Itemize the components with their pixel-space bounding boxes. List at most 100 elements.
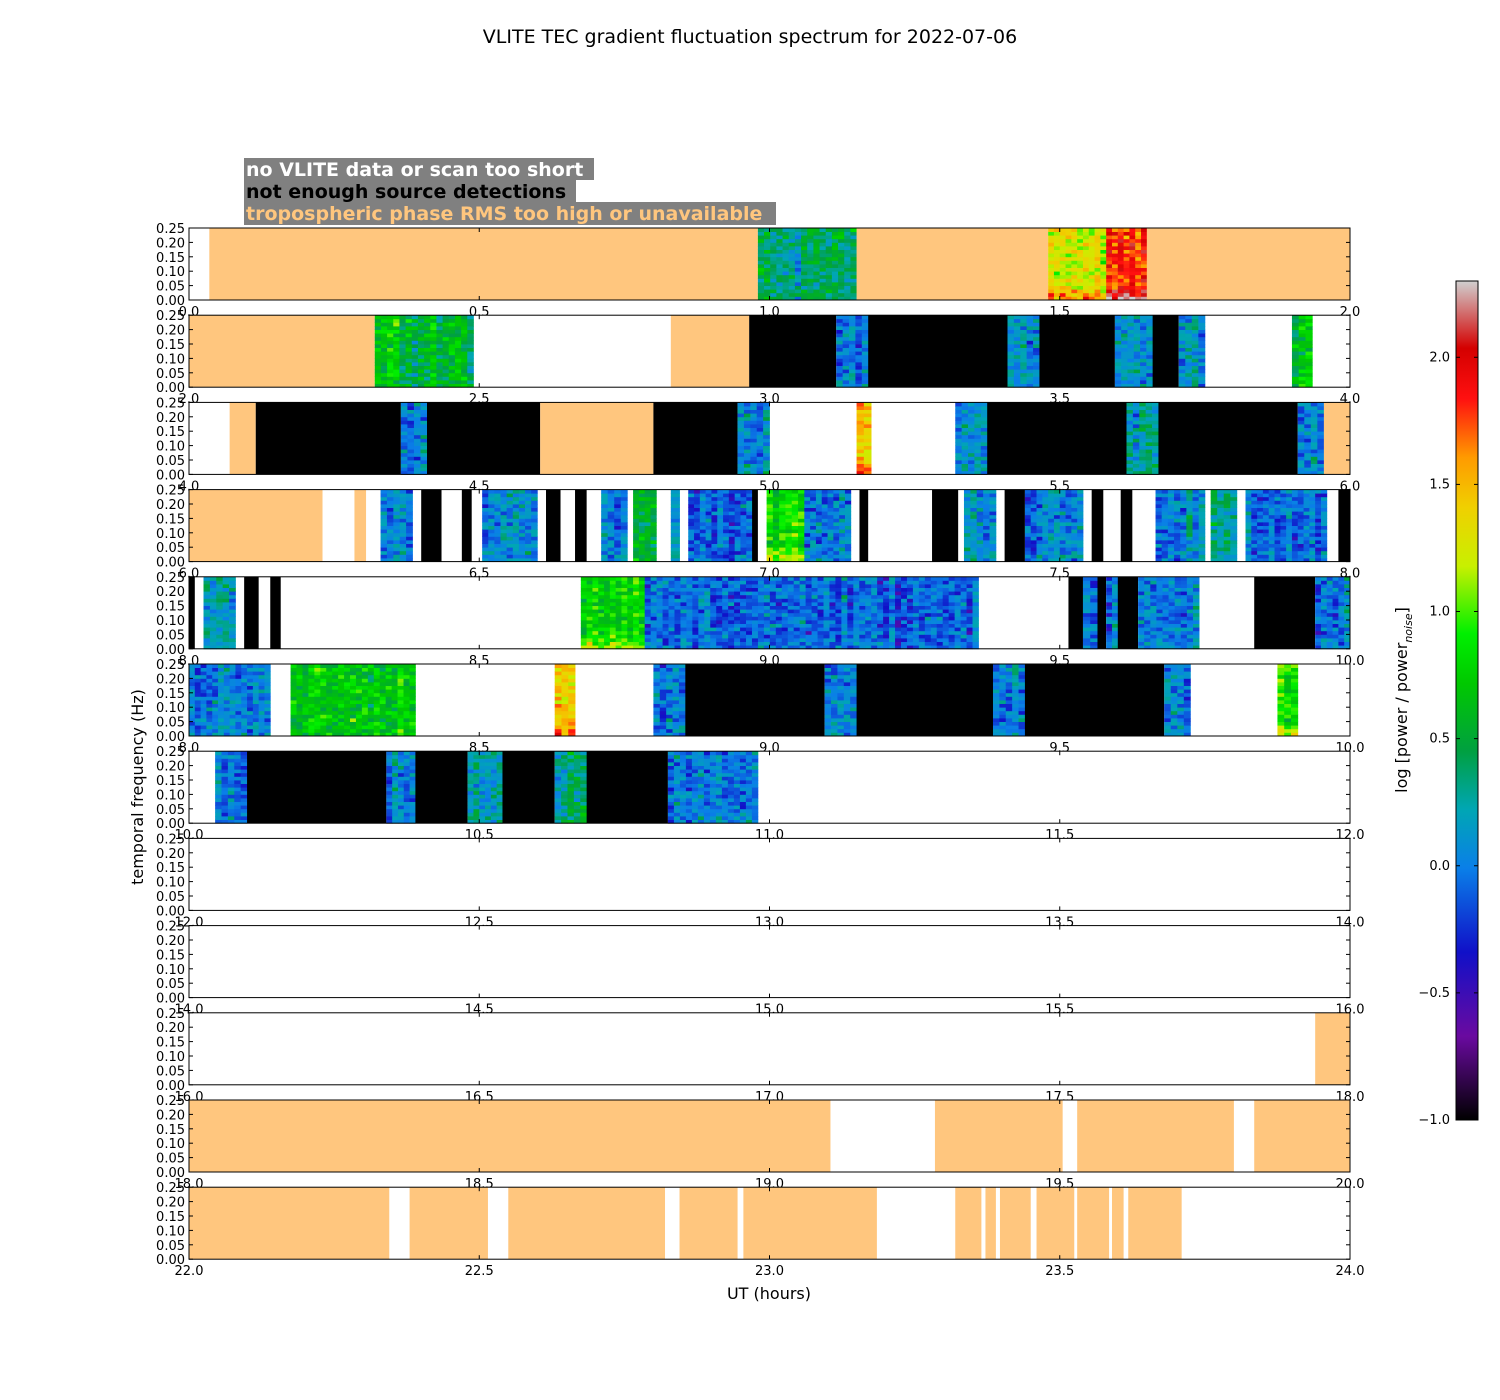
spectrum-cell (798, 532, 805, 537)
spectrum-cell (728, 507, 736, 512)
spectrum-cell (615, 630, 622, 635)
spectrum-cell (644, 598, 652, 603)
spectrum-cell (961, 449, 969, 454)
spectrum-cell (1133, 369, 1141, 374)
spectrum-cell (743, 427, 751, 432)
spectrum-cell (1320, 543, 1328, 548)
spectrum-segment (836, 315, 869, 388)
spectrum-cell (810, 536, 817, 541)
spectrum-cell (810, 558, 817, 562)
spectrum-cell (413, 456, 421, 461)
spectrum-cell (405, 336, 413, 341)
spectrum-cell (482, 514, 489, 519)
spectrum-cell (1059, 522, 1066, 526)
spectrum-cell (699, 558, 707, 562)
spectrum-cell (1114, 326, 1122, 330)
spectrum-cell (849, 358, 856, 363)
spectrum-cell (1291, 504, 1299, 508)
spectrum-cell (849, 315, 856, 320)
spectrum-cell (821, 507, 828, 512)
spectrum-cell (1139, 442, 1147, 446)
spectrum-cell (1145, 431, 1153, 436)
spectrum-cell (1167, 514, 1175, 519)
spectrum-cell (380, 554, 388, 559)
spectrum-cell (961, 416, 969, 421)
spectrum-cell (746, 576, 753, 581)
spectrum-cell (1274, 522, 1281, 526)
spectrum-cell (853, 623, 860, 628)
spectrum-cell (781, 576, 789, 581)
spectrum-cell (209, 616, 217, 621)
spectrum-cell (1251, 532, 1258, 537)
spectrum-cell (1167, 525, 1175, 530)
spectrum-cell (1297, 463, 1305, 468)
spectrum-cell (411, 333, 419, 338)
spectrum-cell (821, 514, 828, 519)
spectrum-cell (781, 591, 789, 596)
spectrum-cell (831, 278, 839, 283)
spectrum-cell (1155, 543, 1163, 548)
spectrum-cell (216, 620, 224, 624)
spectrum-cell (704, 616, 711, 621)
spectrum-cell (621, 587, 628, 592)
spectrum-cell (817, 602, 824, 606)
spectrum-cell (710, 623, 717, 628)
spectrum-cell (604, 576, 611, 581)
spectrum-cell (1297, 558, 1304, 562)
spectrum-cell (699, 540, 707, 544)
spectrum-cell (1174, 504, 1181, 508)
spectrum-cell (785, 532, 793, 537)
spectrum-cell (772, 540, 780, 544)
spectrum-cell (769, 630, 777, 635)
spectrum-cell (380, 547, 388, 552)
spectrum-cell (743, 434, 751, 439)
spectrum-cell (710, 620, 717, 624)
spectrum-cell (1320, 554, 1328, 559)
spectrum-cell (861, 376, 869, 381)
spectrum-cell (417, 318, 425, 323)
spectrum-cell (763, 605, 771, 610)
spectrum-cell (841, 616, 848, 621)
spectrum-cell (1126, 467, 1134, 472)
spectrum-cell (861, 372, 869, 377)
spectrum-cell (222, 634, 230, 639)
spectrum-cell (694, 558, 701, 562)
spectrum-cell (1042, 536, 1049, 541)
spectrum-cell (810, 525, 817, 530)
spectrum-cell (1126, 438, 1134, 443)
spectrum-cell (670, 518, 680, 523)
spectrum-cell (614, 554, 622, 559)
spectrum-cell (580, 620, 588, 624)
spectrum-cell (821, 511, 828, 516)
spectrum-cell (644, 602, 652, 606)
spectrum-cell (1310, 420, 1318, 425)
spectrum-cell (836, 365, 844, 370)
spectrum-cell (968, 456, 975, 461)
spectrum-cell (1132, 467, 1140, 472)
spectrum-cell (1077, 550, 1084, 555)
spectrum-cell (1030, 496, 1037, 501)
spectrum-cell (791, 536, 799, 541)
spectrum-cell (638, 558, 646, 562)
spectrum-cell (604, 623, 611, 628)
spectrum-cell (757, 292, 765, 297)
spectrum-cell (976, 543, 984, 548)
spectrum-cell (393, 496, 401, 501)
spectrum-cell (467, 322, 474, 327)
spectrum-cell (1257, 500, 1264, 505)
spectrum-cell (430, 333, 437, 338)
spectrum-cell (1135, 231, 1142, 236)
spectrum-cell (1065, 522, 1072, 526)
no-detection-segment (653, 402, 738, 475)
spectrum-cell (656, 587, 663, 592)
spectrum-cell (1140, 322, 1147, 327)
spectrum-cell (442, 315, 450, 320)
spectrum-cell (1042, 558, 1049, 562)
spectrum-cell (506, 500, 514, 505)
spectrum-cell (750, 413, 758, 418)
spectrum-cell (850, 267, 857, 272)
spectrum-cell (482, 554, 489, 559)
spectrum-cell (1030, 507, 1037, 512)
spectrum-cell (989, 558, 997, 562)
spectrum-cell (1141, 267, 1148, 272)
